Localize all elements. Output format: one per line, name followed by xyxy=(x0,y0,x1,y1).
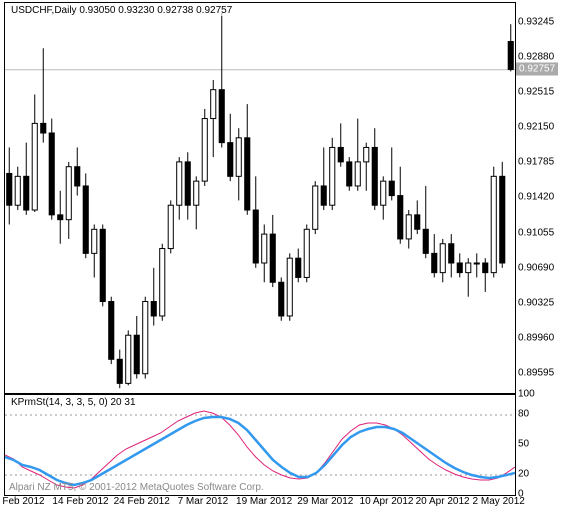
x-tick-label: 20 Apr 2012 xyxy=(416,496,470,507)
x-tick-label: 29 Mar 2012 xyxy=(297,496,353,507)
y-tick-label: 0.93245 xyxy=(518,16,554,27)
x-tick-label: 10 Apr 2012 xyxy=(360,496,414,507)
y-tick-label: 0.91420 xyxy=(518,192,554,203)
indicator-chart[interactable]: KPrmSt(14, 3, 3, 5, 0) 20 31 Alpari NZ M… xyxy=(4,394,516,496)
x-tick-label: 24 Feb 2012 xyxy=(114,496,170,507)
chart-container: USDCHF,Daily 0.93050 0.93230 0.92738 0.9… xyxy=(0,0,568,518)
y-tick-label: 0.92515 xyxy=(518,87,554,98)
candlestick-canvas xyxy=(5,3,515,393)
y-tick-label: 50 xyxy=(518,439,529,450)
y-tick-label: 0.89595 xyxy=(518,368,554,379)
x-tick-label: 2 Feb 2012 xyxy=(0,496,45,507)
y-tick-label: 0.91785 xyxy=(518,157,554,168)
x-tick-label: 14 Feb 2012 xyxy=(52,496,108,507)
y-tick-label: 100 xyxy=(518,389,535,400)
indicator-title: KPrmSt(14, 3, 3, 5, 0) 20 31 xyxy=(9,397,138,408)
y-tick-label: 0.90325 xyxy=(518,297,554,308)
main-y-axis: 0.93245 0.92880 0.92515 0.92150 0.91785 0.914… xyxy=(516,2,566,392)
y-tick-label: 0.92150 xyxy=(518,122,554,133)
y-tick-label: 0.90690 xyxy=(518,262,554,273)
y-tick-label: 0.91055 xyxy=(518,227,554,238)
indicator-canvas xyxy=(5,395,515,495)
x-tick-label: 2 May 2012 xyxy=(473,496,525,507)
x-axis: 2 Feb 201214 Feb 201224 Feb 20127 Mar 20… xyxy=(4,496,564,516)
current-price-badge: 0.92757 xyxy=(516,62,558,75)
y-tick-label: 80 xyxy=(518,409,529,420)
y-tick-label: 0.89960 xyxy=(518,333,554,344)
x-tick-label: 19 Mar 2012 xyxy=(236,496,292,507)
y-tick-label: 0.92880 xyxy=(518,51,554,62)
y-tick-label: 20 xyxy=(518,469,529,480)
main-price-chart[interactable]: USDCHF,Daily 0.93050 0.93230 0.92738 0.9… xyxy=(4,2,516,394)
main-chart-title: USDCHF,Daily 0.93050 0.93230 0.92738 0.9… xyxy=(9,5,234,16)
indicator-y-axis: 1008050200 xyxy=(516,394,566,494)
copyright-text: Alpari NZ MT5, © 2001-2012 MetaQuotes So… xyxy=(9,482,264,493)
x-tick-label: 7 Mar 2012 xyxy=(178,496,229,507)
